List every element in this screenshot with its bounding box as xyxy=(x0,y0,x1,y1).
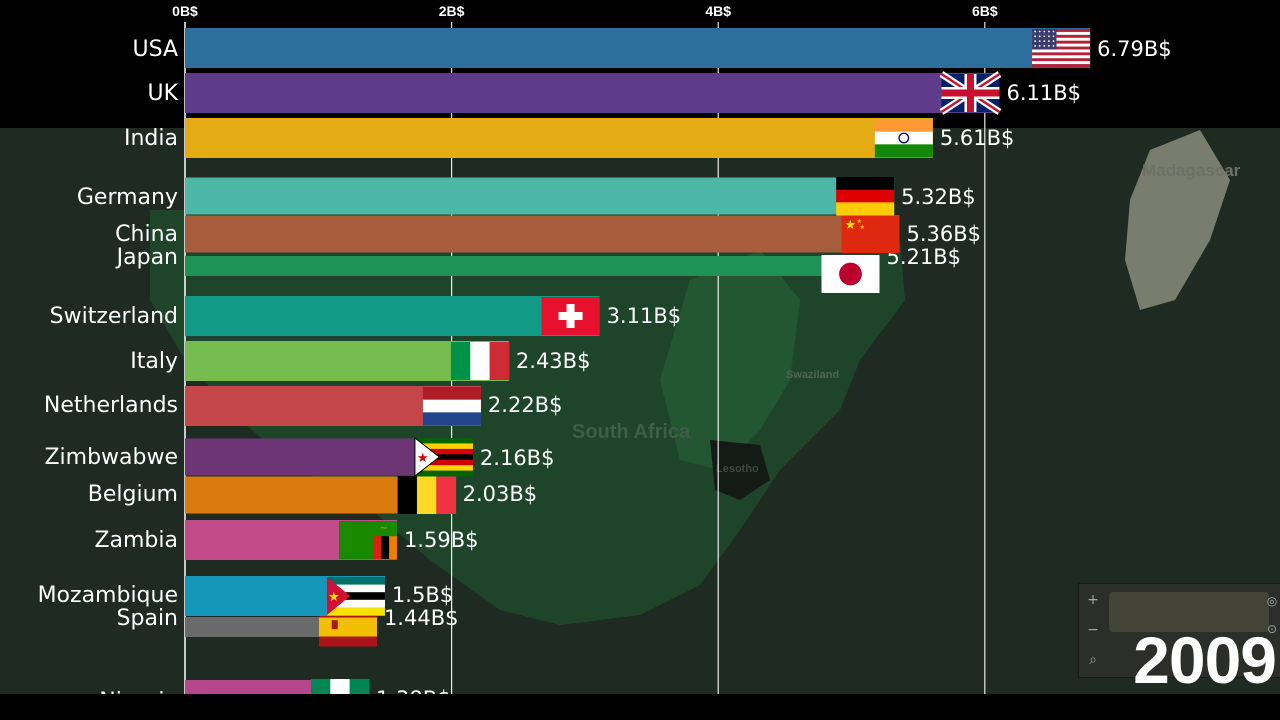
usa-flag-icon xyxy=(1032,29,1091,68)
map-label: Madagascar xyxy=(1142,161,1241,180)
x-tick-label: 0B$ xyxy=(172,3,198,19)
bar-row: Switzerland 3.11B$ xyxy=(50,296,681,336)
value-label: 2.16B$ xyxy=(480,446,555,470)
value-label: 5.61B$ xyxy=(940,126,1015,150)
japan-flag-icon xyxy=(821,255,880,293)
x-tick-label: 4B$ xyxy=(705,3,731,19)
value-label: 5.32B$ xyxy=(901,185,976,209)
value-label: 6.79B$ xyxy=(1097,37,1172,61)
bar-row: Japan 5.21B$ xyxy=(115,245,961,293)
target-icon[interactable]: ◎ xyxy=(1266,594,1278,608)
value-label: 1.5B$ xyxy=(392,583,453,607)
value-label: 3.11B$ xyxy=(607,304,682,328)
belgium-flag-icon xyxy=(397,476,457,514)
value-label: 1.44B$ xyxy=(384,606,459,630)
value-label: 1.38B$ xyxy=(376,687,451,711)
value-label: 2.22B$ xyxy=(488,393,563,417)
minimap-thumbnail[interactable] xyxy=(1109,592,1269,632)
x-tick-label: 2B$ xyxy=(439,3,465,19)
bar-row: ★ ★★ China 5.36B$ xyxy=(115,215,981,253)
category-label: Zambia xyxy=(94,528,178,553)
category-label: Mozambique xyxy=(38,583,178,608)
bar xyxy=(185,118,933,158)
bar xyxy=(185,73,1000,113)
year-label: 2009 xyxy=(1133,623,1277,697)
category-label: Zimbwabwe xyxy=(44,445,178,470)
category-label: Nigeria xyxy=(99,689,178,714)
bar-row: USA 6.79B$ xyxy=(132,28,1172,68)
category-label: Spain xyxy=(117,606,178,631)
category-label: Italy xyxy=(130,349,178,374)
bars-group: Nigeria 1.38B$ Spain 1.44B$ ★ Mozambique 1.5B$… xyxy=(38,28,1172,714)
bar-row: ★ Zimbwabwe 2.16B$ xyxy=(44,436,555,478)
category-label: Japan xyxy=(115,245,178,270)
crosshair-icon[interactable]: ⊙ xyxy=(1266,622,1278,636)
bar-row: Nigeria 1.38B$ xyxy=(99,679,451,714)
category-label: Germany xyxy=(77,185,178,210)
value-label: 2.03B$ xyxy=(463,482,538,506)
category-label: China xyxy=(115,222,178,247)
zimbabwe-flag-icon: ★ xyxy=(414,436,473,478)
svg-text:★: ★ xyxy=(856,218,861,225)
category-label: Switzerland xyxy=(50,304,178,329)
bar xyxy=(185,296,600,336)
category-label: USA xyxy=(132,37,178,62)
bar-row: India 5.61B$ xyxy=(124,118,1014,158)
svg-text:★: ★ xyxy=(859,224,864,231)
value-label: 1.59B$ xyxy=(404,528,479,552)
x-axis-ticks: 0B$ 2B$ 4B$ 6B$ xyxy=(172,3,998,19)
category-label: India xyxy=(124,126,178,151)
value-label: 5.36B$ xyxy=(906,222,981,246)
minimap-panel[interactable]: + − ⌕ ◎ ⊙ xyxy=(1078,583,1280,678)
bar-row: ★ Mozambique 1.5B$ xyxy=(38,576,453,616)
bar-row: ~ Zambia 1.59B$ xyxy=(94,520,478,560)
india-flag-icon xyxy=(874,119,933,158)
x-tick-label: 6B$ xyxy=(972,3,998,19)
svg-text:★: ★ xyxy=(417,451,429,466)
italy-flag-icon xyxy=(450,342,510,380)
svg-text:★: ★ xyxy=(844,218,856,233)
bar xyxy=(185,215,900,253)
bar-row: UK 6.11B$ xyxy=(147,71,1081,115)
china-flag-icon: ★ ★★ xyxy=(841,215,900,253)
bar xyxy=(185,177,895,215)
bar-row: Belgium 2.03B$ xyxy=(88,476,537,514)
bar-row: Netherlands 2.22B$ xyxy=(44,386,563,426)
plus-icon[interactable]: + xyxy=(1087,592,1099,608)
nigeria-flag-icon xyxy=(310,679,370,694)
bar xyxy=(185,256,880,276)
bar-row: Italy 2.43B$ xyxy=(130,341,590,381)
category-label: UK xyxy=(147,81,178,106)
value-label: 6.11B$ xyxy=(1006,81,1081,105)
svg-text:★: ★ xyxy=(328,590,340,605)
value-label: 2.43B$ xyxy=(516,349,591,373)
map-label: South Africa xyxy=(572,421,691,443)
bar-row: Germany 5.32B$ xyxy=(77,177,976,216)
zambia-flag-icon: ~ xyxy=(338,521,397,559)
zoom-icon[interactable]: ⌕ xyxy=(1089,652,1097,668)
category-label: Netherlands xyxy=(44,393,178,418)
mozambique-flag-icon: ★ xyxy=(326,577,385,616)
switzerland-flag-icon xyxy=(541,297,600,335)
category-label: Belgium xyxy=(88,482,178,507)
map-label: Lesotho xyxy=(716,463,759,475)
germany-flag-icon xyxy=(836,177,895,216)
svg-text:~: ~ xyxy=(380,523,388,534)
map-label: Swaziland xyxy=(786,369,839,381)
netherlands-flag-icon xyxy=(422,387,481,426)
bar xyxy=(185,28,1091,68)
uk-flag-icon xyxy=(939,71,1002,115)
minus-icon[interactable]: − xyxy=(1087,622,1099,638)
